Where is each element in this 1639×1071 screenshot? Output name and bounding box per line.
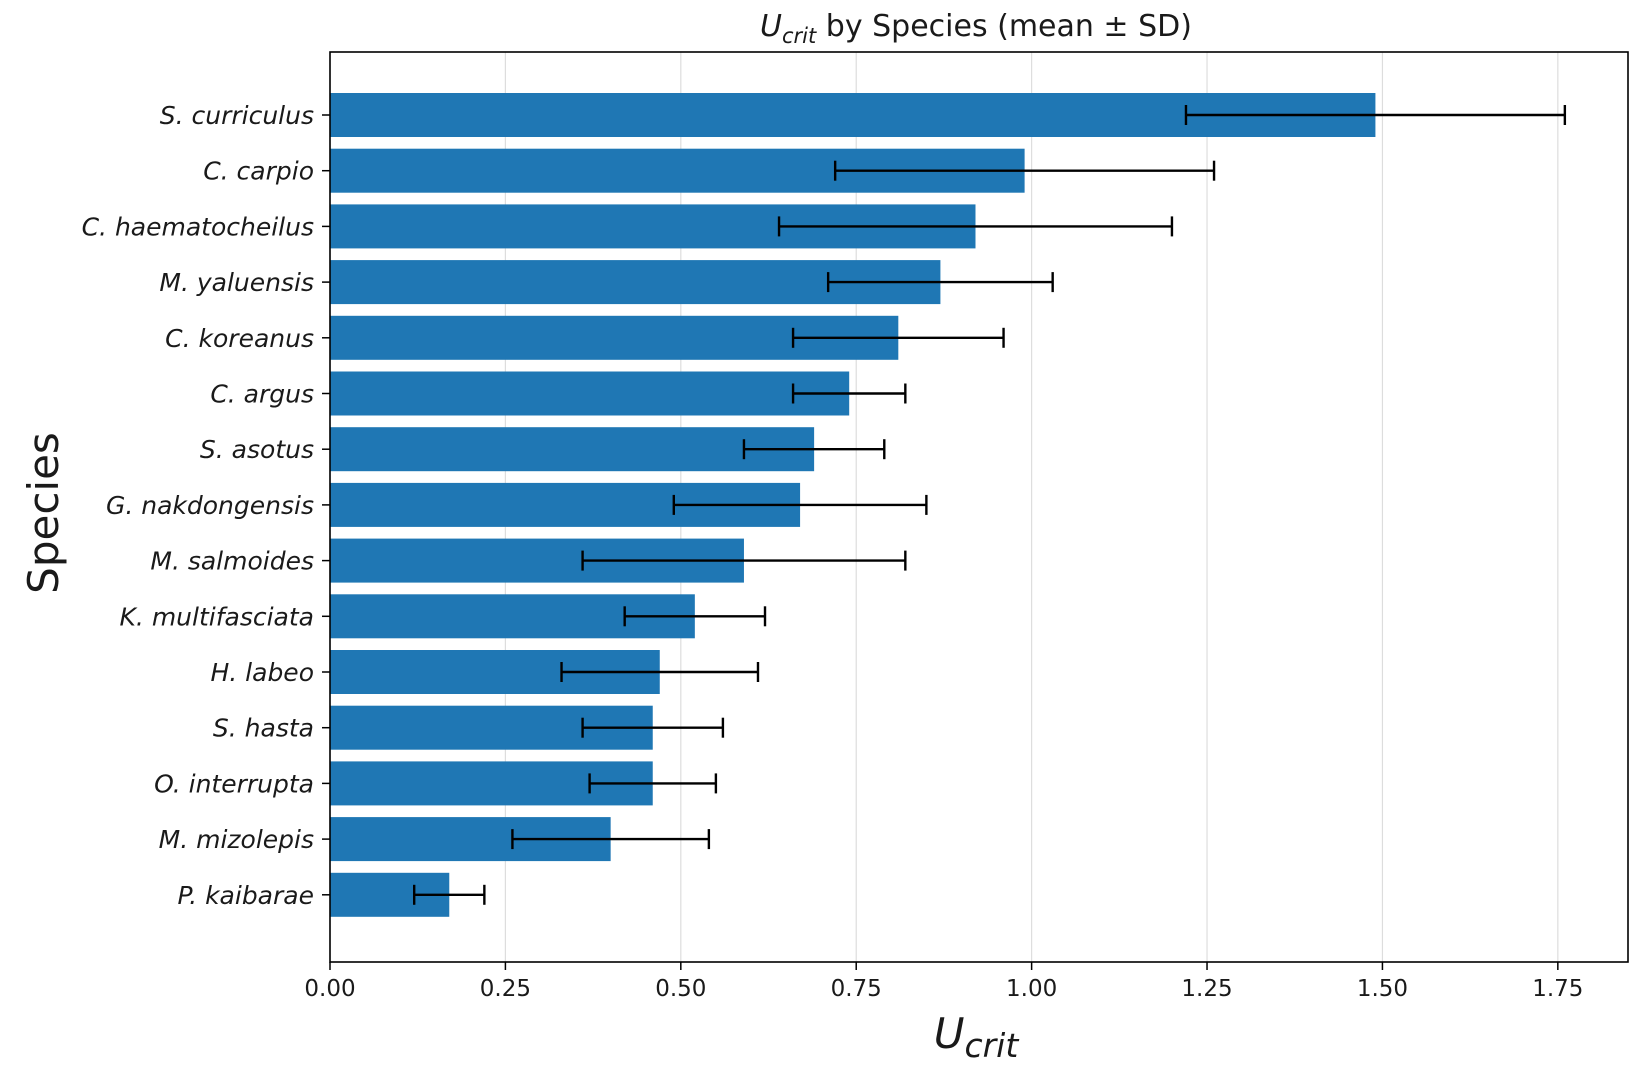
category-label: C. carpio <box>203 157 314 186</box>
chart-title-main: U <box>760 9 782 44</box>
category-label: O. interrupta <box>154 769 314 798</box>
x-tick-label: 1.50 <box>1357 976 1408 1002</box>
x-axis-label-main: U <box>934 1009 965 1058</box>
category-label: C. argus <box>210 380 314 409</box>
x-axis-label-sub: crit <box>964 1026 1019 1065</box>
category-label: C. haematocheilus <box>82 212 314 241</box>
x-tick-label: 1.00 <box>1006 976 1057 1002</box>
chart-title-rest: by Species (mean ± SD) <box>816 9 1192 44</box>
x-tick-label: 1.25 <box>1181 976 1232 1002</box>
x-tick-label: 0.75 <box>831 976 882 1002</box>
y-axis-label: Species <box>19 432 68 594</box>
category-label: K. multifasciata <box>120 602 314 631</box>
chart-title: Ucrit by Species (mean ± SD) <box>760 9 1192 48</box>
category-label: M. salmoides <box>150 547 314 576</box>
error-bars <box>412 105 1567 905</box>
x-tick-label: 0.50 <box>655 976 706 1002</box>
plot-frame <box>329 51 1629 963</box>
category-label: G. nakdongensis <box>106 491 314 520</box>
category-label: S. curriculus <box>160 101 314 130</box>
category-label: S. hasta <box>213 714 314 743</box>
category-label: S. asotus <box>200 435 314 464</box>
x-tick-label: 0.00 <box>304 976 355 1002</box>
y-axis-ticks: S. curriculus C. carpio C. haematocheilus M… <box>82 101 330 910</box>
bar <box>330 371 850 416</box>
x-tick-label: 1.75 <box>1532 976 1583 1002</box>
x-axis-label: Ucrit <box>934 1009 1020 1065</box>
category-label: M. yaluensis <box>159 268 314 297</box>
bar <box>330 427 815 472</box>
category-label: M. mizolepis <box>159 825 314 854</box>
chart-title-sub: crit <box>782 24 817 48</box>
category-label: C. koreanus <box>165 324 314 353</box>
x-tick-label: 0.25 <box>480 976 531 1002</box>
category-label: P. kaibarae <box>178 881 314 910</box>
x-axis-ticks: 0.00 0.25 0.50 0.75 1.00 1.25 1.50 1.75 <box>304 962 1583 1002</box>
category-label: H. labeo <box>210 658 314 687</box>
